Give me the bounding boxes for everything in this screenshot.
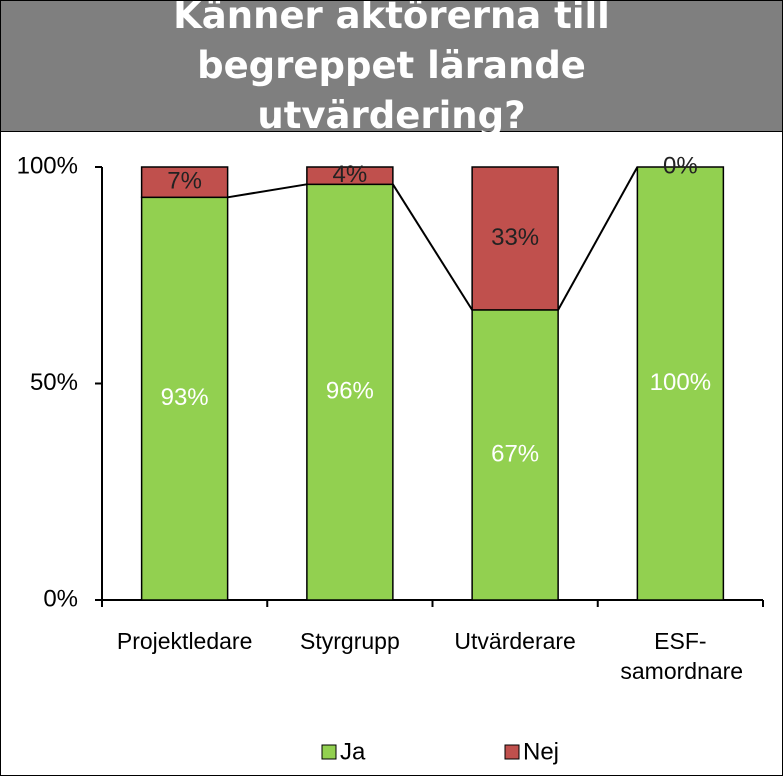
value-label: 33% [491, 224, 539, 251]
y-tick-label: 100% [17, 152, 78, 179]
bar-segment [471, 166, 559, 311]
series-line [392, 183, 473, 311]
bar-segment [306, 183, 394, 601]
value-label: 0% [663, 152, 698, 179]
legend-swatch [504, 744, 520, 760]
series-line [227, 183, 308, 199]
series-line [557, 166, 639, 311]
bar-segment [306, 166, 394, 186]
value-label: 93% [161, 384, 209, 411]
x-tick-label: Projektledare [116, 628, 253, 654]
y-tick-label: 0% [43, 585, 78, 612]
bar-segment [140, 166, 229, 199]
legend-label: Nej [523, 738, 559, 765]
x-tick-label: ESF-samordnare [620, 628, 744, 684]
bar-segment [471, 309, 559, 601]
title-banner: Känner aktörerna till begreppet lärande … [1, 1, 782, 137]
legend-swatch [321, 744, 337, 760]
bar-segment [636, 166, 725, 601]
chart-title: Känner aktörerna till begreppet lärande … [173, 0, 610, 137]
value-label: 7% [167, 167, 202, 194]
value-label: 96% [326, 378, 374, 405]
x-tick-label: Utvärderare [454, 628, 576, 654]
y-tick-label: 50% [30, 369, 78, 396]
value-label: 100% [650, 369, 711, 396]
value-label: 67% [491, 440, 539, 467]
legend-label: Ja [340, 738, 366, 765]
x-tick-label: Styrgrupp [300, 628, 400, 654]
value-label: 4% [333, 161, 368, 188]
